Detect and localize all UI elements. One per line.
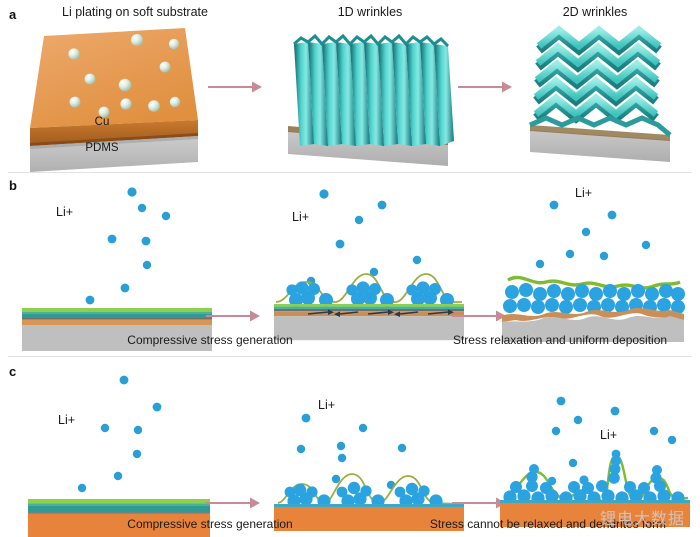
panel-letter-c: c — [9, 364, 17, 379]
divider-a-b — [8, 172, 692, 173]
divider-b-c — [8, 356, 692, 357]
panel-b-caption-2: Stress relaxation and uniform deposition — [452, 333, 668, 347]
panel-c-dendrite-illustration — [500, 396, 690, 527]
panel-b3-li-ion-label: Li+ — [575, 186, 593, 200]
arrow-a-1 — [208, 81, 262, 93]
panel-a-sub2-title: 1D wrinkles — [337, 5, 403, 19]
panel-c3-li-ion-label: Li+ — [600, 428, 618, 442]
li-ion-dots-b3 — [535, 200, 651, 269]
li-ion-dots-c3 — [551, 396, 677, 468]
panel-b1-li-ion-label: Li+ — [56, 205, 74, 219]
arrow-c-1 — [206, 497, 260, 509]
panel-b-pristine-illustration — [22, 187, 212, 351]
panel-letter-b: b — [9, 178, 17, 193]
panel-b-caption-1: Compressive stress generation — [127, 333, 293, 347]
li-ion-dots-b2 — [306, 189, 422, 286]
panel-a-1d-wrinkles-illustration — [288, 33, 454, 166]
panel-c-caption-1: Compressive stress generation — [127, 517, 293, 531]
panel-b-uniform-deposition-illustration — [502, 200, 685, 342]
watermark: 锂电大数据 — [600, 509, 686, 528]
panel-c2-li-ion-label: Li+ — [318, 398, 336, 412]
panel-c-pristine-illustration — [28, 375, 210, 537]
li-dendrites-c3 — [503, 449, 685, 505]
li-deposit-clusters-b2 — [286, 281, 454, 307]
label-pdms: PDMS — [85, 142, 119, 154]
panel-a-soft-substrate-illustration — [30, 28, 198, 172]
arrow-b-1 — [206, 310, 260, 322]
label-cu: Cu — [94, 116, 110, 128]
panel-c-compressive-stress-illustration — [274, 413, 464, 531]
li-ion-dots-c1 — [77, 375, 162, 493]
panel-b2-li-ion-label: Li+ — [292, 210, 310, 224]
li-dense-layer-b3 — [503, 283, 685, 314]
panel-a-2d-wrinkles-illustration — [528, 25, 672, 162]
panel-b-compressive-stress-illustration — [274, 189, 464, 341]
arrow-a-2 — [458, 81, 512, 93]
panel-c1-li-ion-label: Li+ — [58, 413, 76, 427]
li-ion-dots-b1 — [85, 187, 171, 305]
li-ion-dots-c2 — [296, 413, 407, 490]
panel-letter-a: a — [9, 7, 17, 22]
panel-a-sub1-title: Li plating on soft substrate — [62, 5, 208, 19]
arrow-b-2 — [452, 310, 506, 322]
panel-a-sub3-title: 2D wrinkles — [562, 5, 628, 19]
li-spheres-group — [68, 34, 181, 118]
compressive-stress-arrows-b2 — [307, 309, 454, 317]
panel-c-caption-2: Stress cannot be relaxed and dendrites f… — [429, 517, 667, 531]
